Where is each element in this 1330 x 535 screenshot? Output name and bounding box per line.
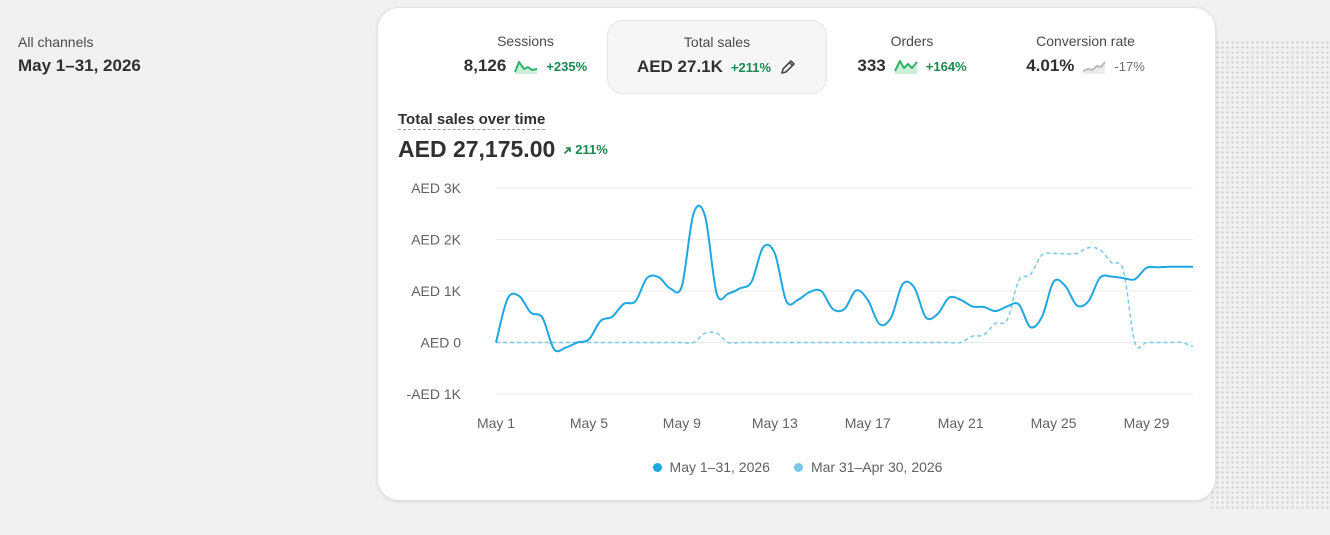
series-line-current[interactable] (495, 204, 1193, 353)
sparkline-flat-icon (1083, 61, 1107, 74)
y-tick-label: AED 2K (411, 232, 461, 248)
x-tick-label: May 29 (1124, 415, 1170, 431)
date-range-label: May 1–31, 2026 (18, 56, 141, 75)
chart-total: AED 27,175.00 211% (398, 136, 608, 163)
sparkline-up-icon (893, 60, 918, 74)
sparkline-up-icon (514, 61, 538, 74)
metric-title: Orders (890, 33, 934, 49)
edit-pencil-icon[interactable] (779, 58, 797, 76)
x-tick-label: May 9 (663, 415, 701, 431)
legend-label-current: May 1–31, 2026 (669, 459, 770, 475)
metric-value: 4.01% (1026, 56, 1075, 75)
series-line-previous[interactable] (496, 246, 1194, 349)
background-dot-pattern (1210, 40, 1330, 510)
sales-line-chart[interactable]: AED 3K AED 2K AED 1K AED 0 -AED 1K May 1 May … (378, 8, 1217, 448)
x-tick-label: May 5 (570, 415, 608, 431)
y-tick-label: -AED 1K (407, 386, 462, 402)
metric-title: Total sales (683, 34, 751, 50)
legend-item-previous[interactable]: Mar 31–Apr 30, 2026 (793, 459, 943, 475)
metric-conversion-rate[interactable]: Conversion rate 4.01% -17% (998, 20, 1173, 94)
analytics-card: Sessions 8,126 +235% Total sales AED 27.… (377, 7, 1216, 501)
legend-dot-previous (793, 462, 803, 472)
legend-label-previous: Mar 31–Apr 30, 2026 (810, 459, 943, 475)
metric-change: +235% (546, 58, 588, 74)
chart-total-change: 211% (563, 142, 608, 157)
metric-sessions[interactable]: Sessions 8,126 +235% (418, 20, 633, 94)
metric-value: 333 (857, 56, 886, 75)
metric-change: -17% (1114, 58, 1145, 74)
legend-dot-current (652, 462, 662, 472)
x-tick-label: May 21 (938, 415, 984, 431)
x-tick-label: May 13 (752, 415, 798, 431)
metric-value: AED 27.1K (636, 57, 723, 76)
y-tick-label: AED 1K (411, 283, 461, 299)
y-tick-label: AED 3K (411, 180, 461, 196)
channel-label: All channels (18, 34, 94, 50)
x-tick-label: May 17 (845, 415, 891, 431)
chart-total-value: AED 27,175.00 (398, 136, 556, 162)
metric-change: +211% (730, 59, 772, 75)
y-tick-label: AED 0 (421, 335, 462, 351)
metric-title: Conversion rate (1036, 33, 1135, 49)
chart-title[interactable]: Total sales over time (398, 111, 546, 130)
chart-total-change-text: 211% (575, 142, 608, 157)
metric-change: +164% (925, 58, 967, 74)
legend-item-current[interactable]: May 1–31, 2026 (652, 459, 770, 475)
metric-value: 8,126 (463, 56, 507, 75)
x-tick-label: May 1 (477, 415, 515, 431)
x-tick-label: May 25 (1031, 415, 1077, 431)
chart-legend: May 1–31, 2026 Mar 31–Apr 30, 2026 (378, 459, 1217, 475)
date-range-summary: All channels May 1–31, 2026 (18, 34, 141, 76)
metric-title: Sessions (497, 33, 554, 49)
metric-total-sales[interactable]: Total sales AED 27.1K +211% (607, 20, 827, 94)
metric-orders[interactable]: Orders 333 +164% (828, 20, 996, 94)
arrow-up-right-icon (564, 147, 572, 155)
